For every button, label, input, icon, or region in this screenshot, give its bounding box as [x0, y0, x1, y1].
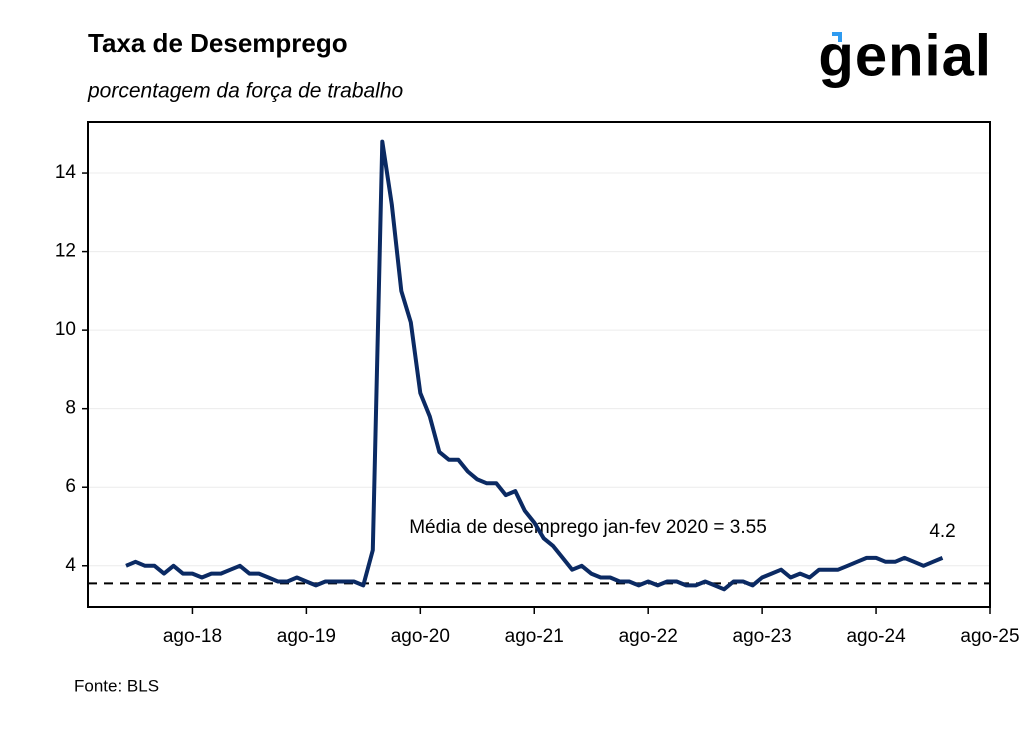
chart-title: Taxa de Desemprego [88, 28, 348, 58]
logo-accent [832, 32, 842, 42]
y-tick-label: 10 [55, 319, 76, 340]
y-tick-label: 12 [55, 241, 76, 262]
end-label: 4.2 [929, 521, 955, 542]
y-tick-label: 4 [65, 555, 76, 576]
source: Fonte: BLS [74, 676, 159, 695]
x-tick-label: ago-20 [391, 626, 450, 647]
x-tick-label: ago-22 [619, 626, 678, 647]
x-tick-label: ago-23 [733, 626, 792, 647]
annotation: Média de desemprego jan-fev 2020 = 3.55 [409, 517, 767, 538]
line [125, 139, 944, 592]
x-tick-label: ago-21 [505, 626, 564, 647]
x-tick-label: ago-25 [960, 626, 1019, 647]
x-tick-label: ago-19 [277, 626, 336, 647]
chart-subtitle: porcentagem da força de trabalho [87, 80, 404, 103]
y-tick-label: 14 [55, 162, 77, 183]
logo: genial [818, 23, 992, 88]
plot-frame [87, 121, 991, 608]
y-tick-label: 6 [65, 476, 76, 497]
x-tick-label: ago-18 [163, 626, 222, 647]
y-tick-label: 8 [65, 398, 76, 419]
x-tick-label: ago-24 [846, 626, 906, 647]
